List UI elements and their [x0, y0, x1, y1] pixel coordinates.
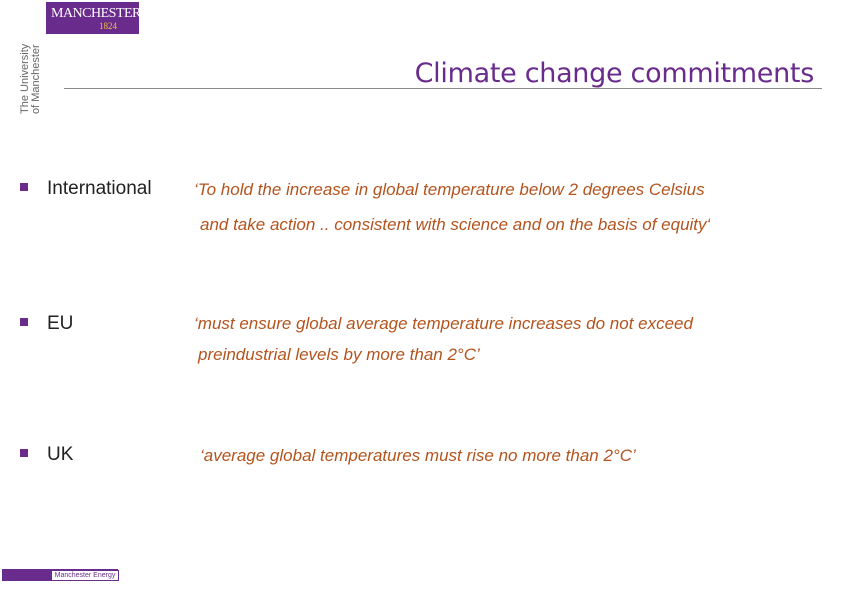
bullet-label-international: International — [47, 178, 152, 199]
quote-international-line2: and take action .. consistent with scien… — [200, 215, 711, 234]
title-divider — [64, 88, 822, 89]
university-name-line2: of Manchester — [30, 44, 42, 114]
logo-year: 1824 — [99, 21, 117, 31]
quote-eu-line1: ‘must ensure global average temperature … — [194, 314, 693, 333]
slide-title: Climate change commitments — [414, 58, 815, 90]
quote-international-line1: ‘To hold the increase in global temperat… — [194, 180, 705, 199]
logo-wordmark: MANCHESTER — [51, 6, 141, 21]
square-bullet-icon — [20, 183, 28, 191]
square-bullet-icon — [20, 318, 28, 326]
bullet-international: International — [20, 178, 152, 200]
university-logo: MANCHESTER 1824 — [46, 2, 141, 34]
quote-eu-line2: preindustrial levels by more than 2°C’ — [198, 345, 480, 364]
footer-label: Manchester Energy — [51, 570, 119, 581]
bullet-label-uk: UK — [47, 444, 74, 465]
university-name-vertical: The University of Manchester — [19, 44, 42, 114]
bullet-eu: EU — [20, 313, 73, 335]
bullet-label-eu: EU — [47, 313, 74, 334]
square-bullet-icon — [20, 449, 28, 457]
bullet-uk: UK — [20, 444, 73, 466]
quote-uk-line1: ‘average global temperatures must rise n… — [200, 446, 636, 465]
